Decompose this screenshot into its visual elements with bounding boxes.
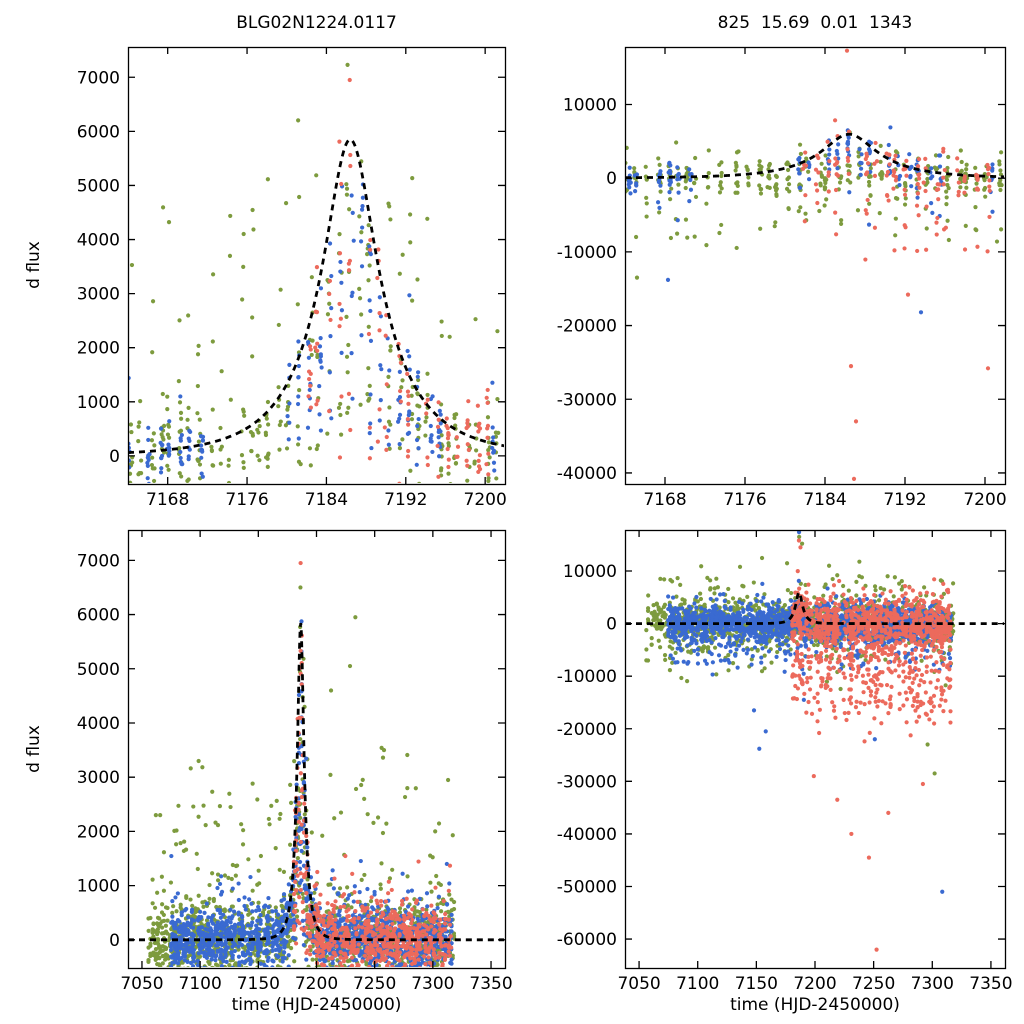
x-axis-label-bottom-left: time (HJD-2450000) [231, 995, 402, 1015]
plot-title-right: 825 15.69 0.01 1343 [717, 13, 913, 33]
y-axis-label-bottom: d flux [24, 725, 44, 773]
y-axis-label-top: d flux [24, 241, 44, 289]
x-axis-label-bottom-right: time (HJD-2450000) [730, 995, 900, 1015]
plot-title-left: BLG02N1224.0117 [236, 13, 397, 33]
